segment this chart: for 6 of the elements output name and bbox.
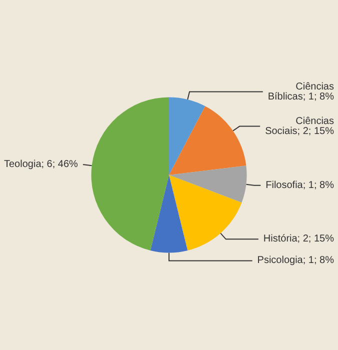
slice-label: Filosofia; 1; 8% xyxy=(266,180,334,191)
slice-label: Psicologia; 1; 8% xyxy=(257,255,334,266)
slice-label: História; 2; 15% xyxy=(263,234,334,245)
slice-label: Ciências Sociais; 2; 15% xyxy=(265,116,334,137)
slice-label: Teologia; 6; 46% xyxy=(4,159,78,170)
slice-label: Ciências Bíblicas; 1; 8% xyxy=(268,81,334,102)
